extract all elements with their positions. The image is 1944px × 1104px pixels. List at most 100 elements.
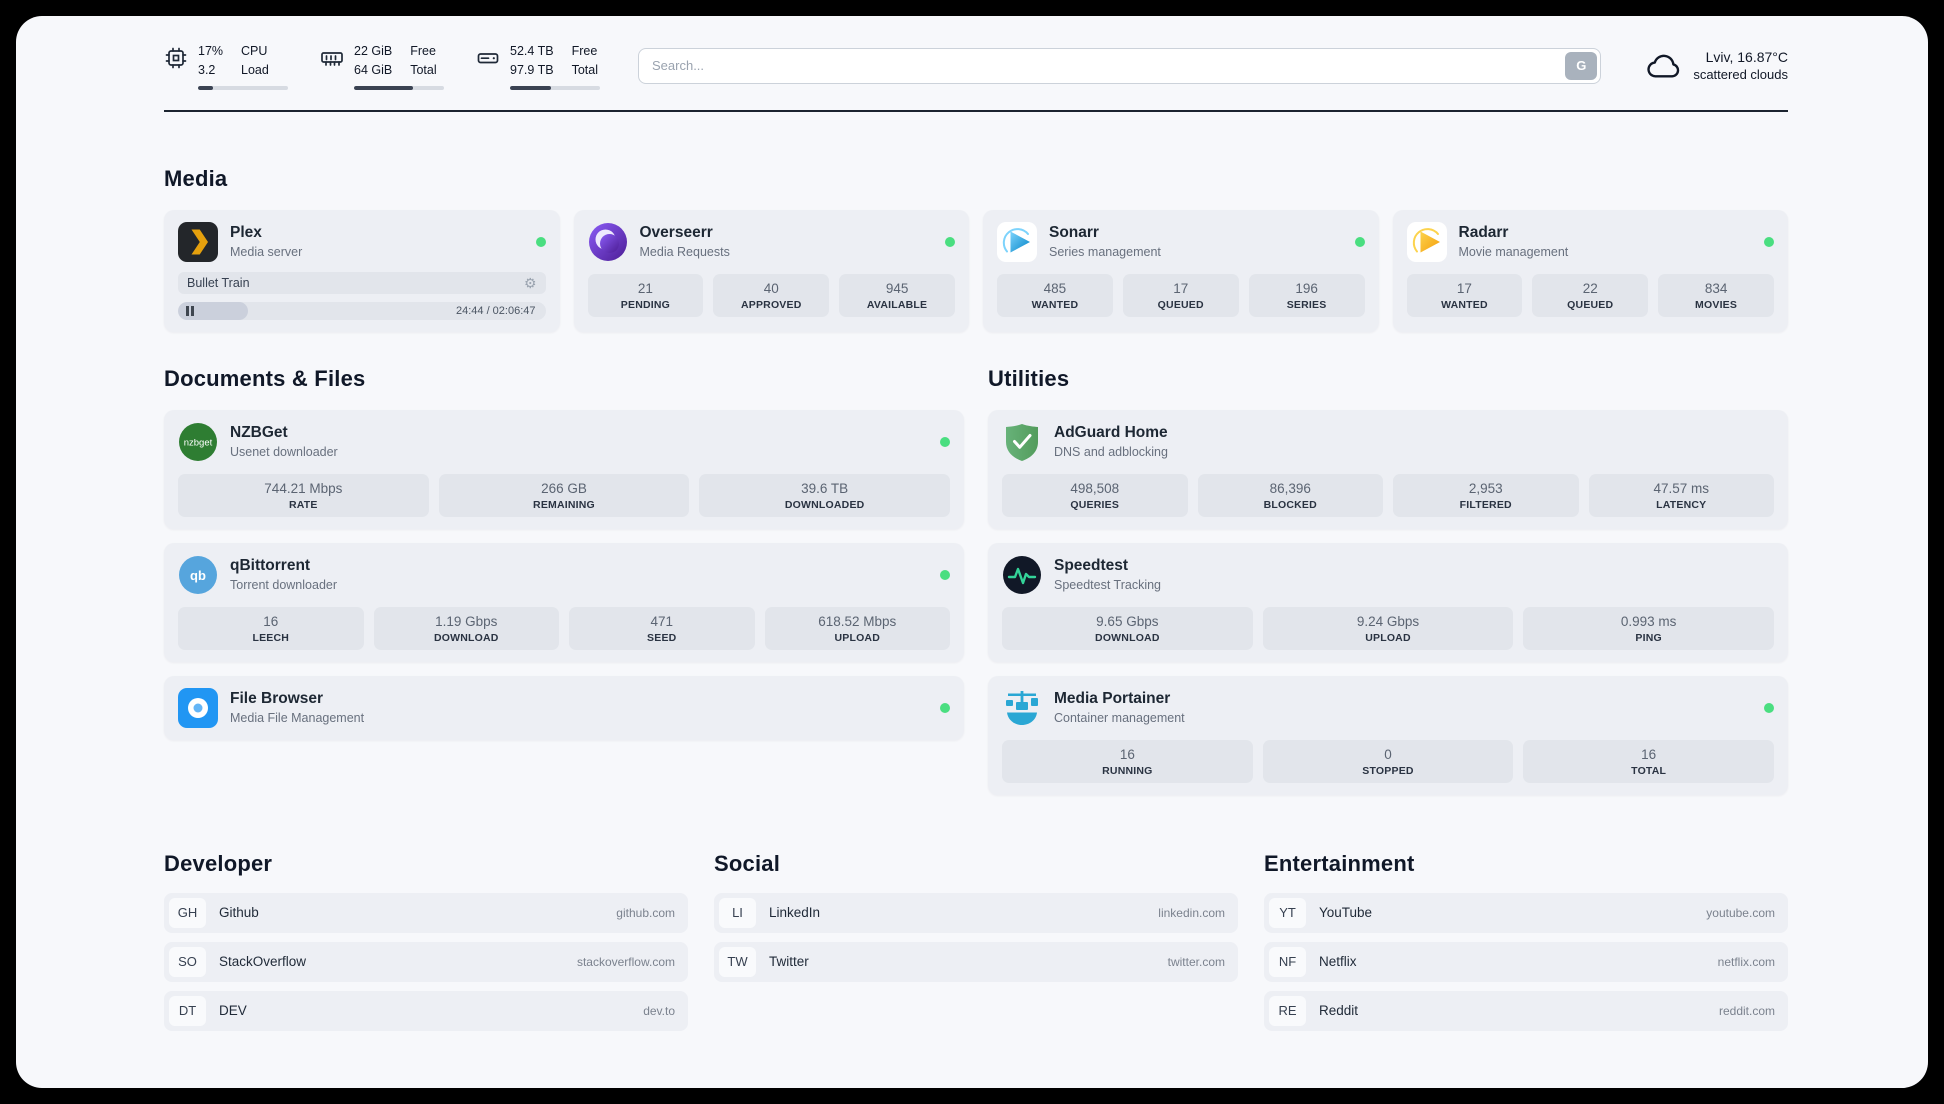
service-name: Sonarr <box>1049 224 1099 241</box>
service-stats: 17 WANTED 22 QUEUED 834 MOVIES <box>1406 273 1774 317</box>
service-card-plex[interactable]: Plex Media server Bullet Train ⚙ 24:44 / 02:… <box>164 209 560 332</box>
stat-label: QUEUED <box>1567 298 1614 311</box>
bookmark-stackoverflow[interactable]: SO StackOverflow stackoverflow.com <box>164 941 688 982</box>
bookmark-dev[interactable]: DT DEV dev.to <box>164 990 688 1031</box>
search-input[interactable] <box>638 47 1602 84</box>
bookmark-netflix[interactable]: NF Netflix netflix.com <box>1264 941 1788 982</box>
service-stats: 21 PENDING 40 APPROVED 945 AVAILABLE <box>587 273 955 317</box>
status-dot-online <box>1764 236 1774 247</box>
stat-label: DOWNLOAD <box>1095 631 1160 644</box>
service-card-file-browser[interactable]: File Browser Media File Management <box>164 675 964 740</box>
service-name: qBittorrent <box>230 557 311 574</box>
service-stat: 17 QUEUED <box>1122 273 1239 317</box>
stat-value: 0 <box>1384 746 1392 762</box>
stat-label: UPLOAD <box>1365 631 1411 644</box>
service-stat: 17 WANTED <box>1406 273 1523 317</box>
service-card-overseerr[interactable]: Overseerr Media Requests 21 PENDING 40 APPROV… <box>573 209 969 332</box>
bookmark-name: LinkedIn <box>769 905 821 920</box>
system-stat-line: 97.9 TB <box>510 62 554 77</box>
system-stat-line: Free <box>410 44 436 58</box>
portainer-icon <box>1002 688 1042 728</box>
status-dot-online <box>1354 236 1365 247</box>
bookmark-twitter[interactable]: TW Twitter twitter.com <box>714 941 1238 982</box>
bookmark-github[interactable]: GH Github github.com <box>164 892 688 933</box>
status-dot-online <box>940 436 950 447</box>
stat-label: LEECH <box>252 631 290 644</box>
service-subtitle: Series management <box>1049 245 1161 259</box>
service-stat: 22 QUEUED <box>1532 273 1649 317</box>
bookmark-domain: dev.to <box>643 1003 675 1018</box>
documents-files-stack: nzbget NZBGet Usenet downloader 744.21 Mbps… <box>164 409 964 740</box>
stat-value: 21 <box>637 280 653 296</box>
playback-progress[interactable]: 24:44 / 02:06:47 <box>178 301 546 320</box>
plex-icon <box>178 221 218 262</box>
search-provider-button[interactable]: G <box>1565 51 1598 80</box>
stat-value: 16 <box>1641 746 1657 762</box>
stat-label: DOWNLOADED <box>784 498 865 511</box>
bookmark-reddit[interactable]: RE Reddit reddit.com <box>1264 990 1788 1031</box>
service-name: NZBGet <box>230 424 288 441</box>
stat-value: 9.24 Gbps <box>1356 613 1420 629</box>
service-card-qbittorrent[interactable]: qb qBittorrent Torrent downloader 16 LEECH 1.… <box>164 542 964 662</box>
service-subtitle: Container management <box>1054 711 1185 725</box>
service-card-speedtest[interactable]: Speedtest Speedtest Tracking 9.65 Gbps DOWN… <box>988 542 1788 662</box>
service-stats: 16 LEECH 1.19 Gbps DOWNLOAD 471 SEED 618.52 Mb… <box>178 606 950 650</box>
stat-label: QUERIES <box>1070 498 1120 511</box>
service-card-radarr[interactable]: Radarr Movie management 17 WANTED 22 QUEUED 83… <box>1392 209 1788 332</box>
bookmark-list: YT YouTube youtube.com NF Netflix netflix.com… <box>1264 892 1788 1031</box>
gear-icon[interactable]: ⚙ <box>523 274 537 291</box>
bookmark-name: StackOverflow <box>219 954 307 969</box>
stat-label: LATENCY <box>1656 498 1707 511</box>
service-stat: 0.993 ms PING <box>1523 606 1774 650</box>
stat-value: 22 <box>1582 280 1598 296</box>
bookmark-youtube[interactable]: YT YouTube youtube.com <box>1264 892 1788 933</box>
bookmark-abbr: NF <box>1269 946 1306 977</box>
service-subtitle: Media File Management <box>230 711 365 725</box>
now-playing-title: Bullet Train <box>187 275 250 290</box>
radarr-icon <box>1406 221 1447 262</box>
service-stats: 16 RUNNING 0 STOPPED 16 TOTAL <box>1002 739 1774 783</box>
service-subtitle: Torrent downloader <box>230 578 338 592</box>
service-name: Overseerr <box>639 224 713 241</box>
bookmark-list: LI LinkedIn linkedin.com TW Twitter twitter.c… <box>714 892 1238 982</box>
service-stat: 266 GB REMAINING <box>438 473 690 517</box>
bookmarks-area: Developer GH Github github.com SO StackOverfl… <box>164 851 1788 1031</box>
bookmark-abbr: YT <box>1269 897 1306 928</box>
bookmark-group-developer: Developer GH Github github.com SO StackOverfl… <box>164 851 688 1031</box>
stat-value: 471 <box>650 613 674 629</box>
stat-label: RUNNING <box>1102 764 1153 777</box>
bookmark-name: Github <box>219 905 259 920</box>
adguard-icon <box>1002 422 1042 462</box>
status-dot-online <box>1764 702 1774 713</box>
stat-value: 744.21 Mbps <box>264 480 343 496</box>
service-card-adguard-home[interactable]: AdGuard Home DNS and adblocking 498,508 QUE… <box>988 409 1788 529</box>
service-card-media-portainer[interactable]: Media Portainer Container management 16 RUN… <box>988 675 1788 795</box>
stat-label: PENDING <box>620 298 671 311</box>
service-stat: 498,508 QUERIES <box>1002 473 1188 517</box>
service-stat: 16 LEECH <box>178 606 364 650</box>
section-title-developer: Developer <box>164 850 273 876</box>
system-stat-line: 3.2 <box>198 62 216 77</box>
stat-value: 47.57 ms <box>1653 480 1710 496</box>
bookmark-linkedin[interactable]: LI LinkedIn linkedin.com <box>714 892 1238 933</box>
service-card-sonarr[interactable]: Sonarr Series management 485 WANTED 17 QUEUED… <box>983 209 1379 332</box>
service-stat: 945 AVAILABLE <box>839 273 955 317</box>
filebrowser-icon <box>178 687 218 728</box>
pause-icon[interactable] <box>186 305 194 316</box>
bookmark-group-entertainment: Entertainment YT YouTube youtube.com NF Netfl… <box>1264 851 1788 1031</box>
service-subtitle: Movie management <box>1458 245 1569 259</box>
bookmark-domain: youtube.com <box>1706 905 1775 920</box>
service-stat: 16 TOTAL <box>1523 739 1774 783</box>
playback-progress-fill <box>178 301 248 320</box>
service-stat: 47.57 ms LATENCY <box>1588 473 1774 517</box>
stat-value: 86,396 <box>1269 480 1311 496</box>
service-name: Media Portainer <box>1054 690 1171 707</box>
system-stat-line: Total <box>410 62 437 77</box>
system-stat-labels: CPU Load <box>241 42 269 80</box>
svg-text:qb: qb <box>190 568 206 583</box>
stat-label: DOWNLOAD <box>433 631 499 644</box>
service-card-nzbget[interactable]: nzbget NZBGet Usenet downloader 744.21 Mbps… <box>164 409 964 529</box>
stat-value: 1.19 Gbps <box>435 613 498 629</box>
service-stat: 86,396 BLOCKED <box>1197 473 1383 517</box>
search-bar: G <box>638 47 1602 84</box>
